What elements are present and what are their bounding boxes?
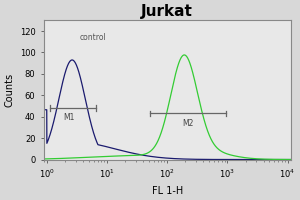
Text: M2: M2	[183, 119, 194, 128]
X-axis label: FL 1-H: FL 1-H	[152, 186, 183, 196]
Text: M1: M1	[63, 113, 74, 122]
Text: control: control	[80, 33, 107, 42]
Y-axis label: Counts: Counts	[4, 73, 14, 107]
Title: Jurkat: Jurkat	[141, 4, 193, 19]
